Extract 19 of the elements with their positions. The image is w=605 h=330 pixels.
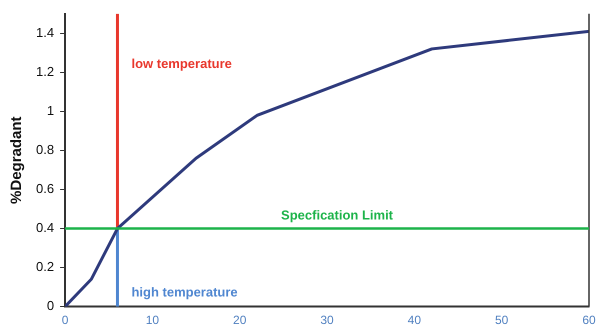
x-tick-label: 30 (320, 313, 334, 328)
y-tick-label: 0.6 (36, 181, 54, 196)
x-tick-label: 20 (233, 313, 247, 328)
annotation: high temperature (131, 284, 238, 300)
x-tick-label: 10 (146, 313, 160, 328)
ref-line-label: Specfication Limit (281, 208, 394, 223)
x-tick-label: 40 (408, 313, 422, 328)
y-tick-label: 1.2 (36, 64, 54, 79)
y-tick-label: 1.4 (36, 24, 54, 40)
x-tick-label: 0 (62, 313, 69, 328)
x-tick-label: 50 (495, 313, 509, 328)
y-tick-label: 0.4 (36, 220, 54, 236)
y-tick-label: 0.8 (36, 142, 54, 158)
y-tick-label: 0.2 (36, 259, 54, 274)
annotation: low temperature (131, 56, 232, 72)
x-tick-label: 60 (582, 313, 596, 328)
y-tick-label: 1 (46, 102, 54, 118)
y-tick-label: 0 (46, 298, 54, 314)
y-axis-title: %Degradant (8, 116, 26, 204)
